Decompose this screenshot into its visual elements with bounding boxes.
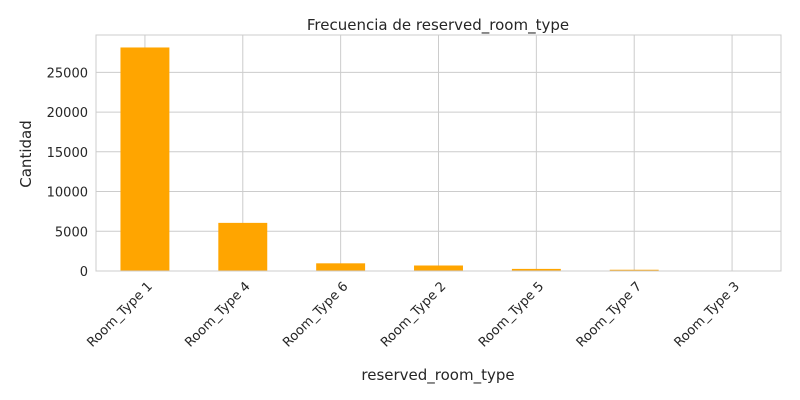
y-tick-label: 0	[80, 265, 88, 280]
bar	[316, 263, 366, 271]
x-tick-labels: Room_Type 1 Room_Type 4 Room_Type 6 Room_Ty…	[84, 279, 742, 350]
x-axis-label: reserved_room_type	[361, 366, 514, 385]
bar	[511, 268, 561, 271]
x-tick-label: Room_Type 7	[574, 279, 645, 350]
y-tick-labels: 0 5000 10000 15000 20000 25000	[47, 66, 88, 280]
x-tick-label: Room_Type 3	[672, 279, 743, 350]
x-tick-label: Room_Type 1	[84, 279, 155, 350]
bar	[120, 47, 170, 272]
chart-title: Frecuencia de reserved_room_type	[307, 16, 569, 35]
x-tick-label: Room_Type 2	[378, 279, 449, 350]
y-tick-label: 5000	[55, 225, 88, 240]
x-tick-label: Room_Type 4	[182, 279, 253, 350]
y-axis-label: Cantidad	[17, 120, 35, 187]
x-tick-label: Room_Type 6	[280, 279, 351, 350]
bar	[218, 222, 268, 271]
y-tick-label: 15000	[47, 146, 88, 161]
y-tick-label: 10000	[47, 186, 88, 201]
plot-frame	[95, 34, 782, 272]
y-tick-label: 20000	[47, 106, 88, 121]
bars	[120, 47, 757, 272]
y-tick-label: 25000	[47, 66, 88, 81]
x-tick-label: Room_Type 5	[476, 279, 547, 350]
bar	[414, 265, 463, 271]
bar	[609, 269, 659, 271]
